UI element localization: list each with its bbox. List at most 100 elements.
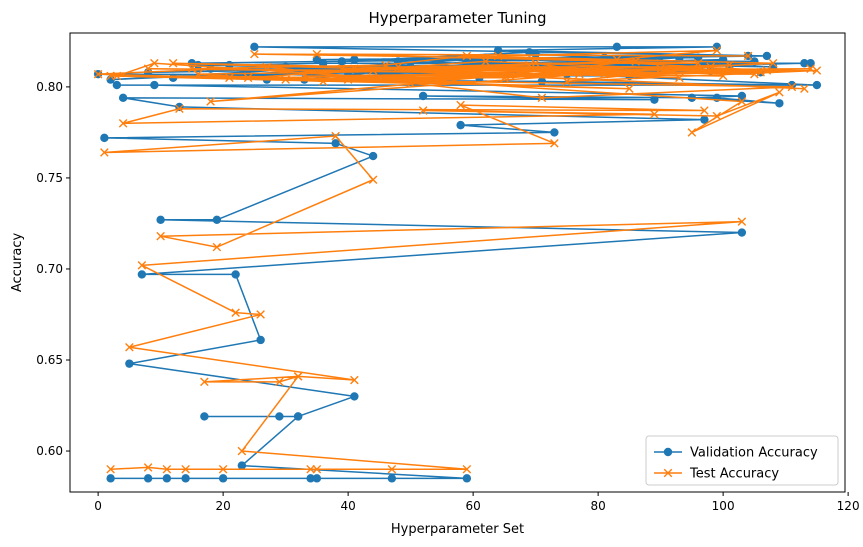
test-accuracy-point: [481, 57, 490, 66]
validation-accuracy-point: [337, 57, 347, 66]
validation-accuracy-point: [250, 42, 259, 52]
y-axis: 0.60 0.65 0.70 0.75 0.80: [36, 80, 70, 458]
test-accuracy-point: [368, 175, 378, 185]
plot-frame: [69, 32, 846, 493]
test-accuracy-point: [462, 464, 472, 474]
test-accuracy-point: [187, 64, 197, 73]
test-accuracy-point: [206, 97, 215, 106]
test-accuracy-point: [125, 342, 134, 352]
test-accuracy-point: [456, 100, 465, 110]
validation-accuracy-point: [237, 461, 247, 470]
test-accuracy-point: [693, 58, 703, 68]
test-accuracy-point: [143, 463, 153, 472]
test-accuracy-point: [368, 66, 378, 75]
test-accuracy-point: [106, 71, 115, 81]
test-accuracy-point: [406, 78, 415, 88]
test-accuracy-point: [281, 75, 290, 84]
validation-accuracy-point: [762, 51, 772, 61]
x-tick-label: 100: [712, 499, 735, 513]
test-accuracy-point: [343, 75, 353, 84]
test-accuracy-point: [93, 69, 103, 79]
validation-accuracy-point: [550, 128, 559, 137]
test-accuracy-point: [393, 62, 403, 72]
legend-item-test-accuracy: Test Accuracy: [654, 467, 779, 482]
legend-test-accuracy-point: [663, 468, 673, 478]
y-tick-label: 0.70: [36, 262, 63, 276]
test-accuracy-point: [306, 464, 315, 474]
test-accuracy-point: [575, 69, 584, 79]
test-accuracy-point: [156, 231, 165, 241]
test-accuracy-point: [200, 377, 209, 387]
test-accuracy-point: [675, 73, 684, 83]
validation-accuracy-point: [612, 42, 622, 52]
validation-accuracy-point: [156, 215, 165, 225]
validation-accuracy-point: [118, 93, 128, 103]
x-axis: 0 20 40 60 80 100 120: [94, 492, 860, 513]
test-accuracy-point: [387, 464, 397, 474]
validation-accuracy-point: [231, 270, 240, 279]
test-accuracy-series: [93, 46, 822, 474]
test-accuracy-point: [162, 464, 172, 474]
validation-accuracy-point: [125, 359, 134, 368]
legend: Validation Accuracy Test Accuracy: [645, 435, 839, 486]
validation-accuracy-point: [737, 228, 747, 237]
test-accuracy-point: [650, 109, 659, 119]
validation-accuracy-point: [456, 120, 465, 130]
y-tick-label: 0.75: [36, 171, 63, 185]
validation-accuracy-point: [312, 55, 322, 64]
x-tick-label: 80: [590, 499, 605, 513]
validation-accuracy-point: [112, 80, 122, 90]
test-accuracy-point: [450, 75, 459, 84]
x-tick-label: 40: [340, 499, 355, 513]
test-accuracy-point: [350, 375, 359, 385]
test-accuracy-point: [743, 51, 753, 61]
test-accuracy-point: [168, 58, 178, 68]
test-accuracy-point: [537, 93, 547, 103]
test-accuracy-point: [625, 84, 634, 94]
validation-accuracy-point: [493, 46, 503, 55]
test-accuracy-point: [462, 51, 472, 61]
validation-accuracy-point: [218, 474, 228, 483]
test-accuracy-point: [531, 58, 540, 68]
legend-box: [645, 435, 839, 486]
test-accuracy-point: [337, 64, 347, 73]
test-accuracy-point: [700, 106, 709, 115]
test-accuracy-point: [712, 46, 722, 55]
validation-accuracy-point: [181, 474, 190, 483]
test-accuracy-point: [181, 464, 190, 474]
test-accuracy-point: [312, 49, 322, 59]
x-tick-label: 0: [94, 499, 102, 513]
test-accuracy-point: [437, 77, 447, 86]
validation-accuracy-point: [700, 115, 709, 124]
test-accuracy-point: [725, 60, 734, 70]
validation-accuracy-point: [331, 139, 340, 148]
test-accuracy-point: [300, 71, 309, 81]
validation-accuracy-point: [462, 474, 472, 483]
validation-accuracy-point: [306, 474, 315, 483]
test-accuracy-point: [687, 128, 697, 137]
test-accuracy-point: [275, 377, 284, 387]
test-accuracy-point: [762, 66, 772, 75]
x-axis-label: Hyperparameter Set: [391, 522, 524, 537]
test-accuracy-point: [600, 69, 609, 79]
test-accuracy-point: [737, 217, 747, 226]
test-accuracy-point: [293, 372, 303, 381]
test-accuracy-point: [137, 261, 147, 270]
plot-area: [93, 42, 822, 483]
test-accuracy-point: [712, 111, 722, 121]
test-accuracy-point: [143, 64, 153, 73]
test-accuracy-point: [318, 77, 328, 86]
validation-accuracy-point: [106, 474, 115, 483]
validation-accuracy-point: [200, 412, 209, 421]
test-accuracy-point: [562, 77, 572, 86]
y-tick-label: 0.65: [36, 353, 63, 367]
test-accuracy-point: [506, 71, 515, 81]
test-accuracy-point: [112, 71, 122, 81]
y-axis-label: Accuracy: [10, 233, 25, 293]
x-tick-label: 120: [837, 499, 860, 513]
test-accuracy-point: [525, 60, 534, 70]
test-accuracy-point: [312, 464, 322, 474]
test-accuracy-point: [250, 49, 259, 59]
test-accuracy-point: [756, 68, 765, 77]
